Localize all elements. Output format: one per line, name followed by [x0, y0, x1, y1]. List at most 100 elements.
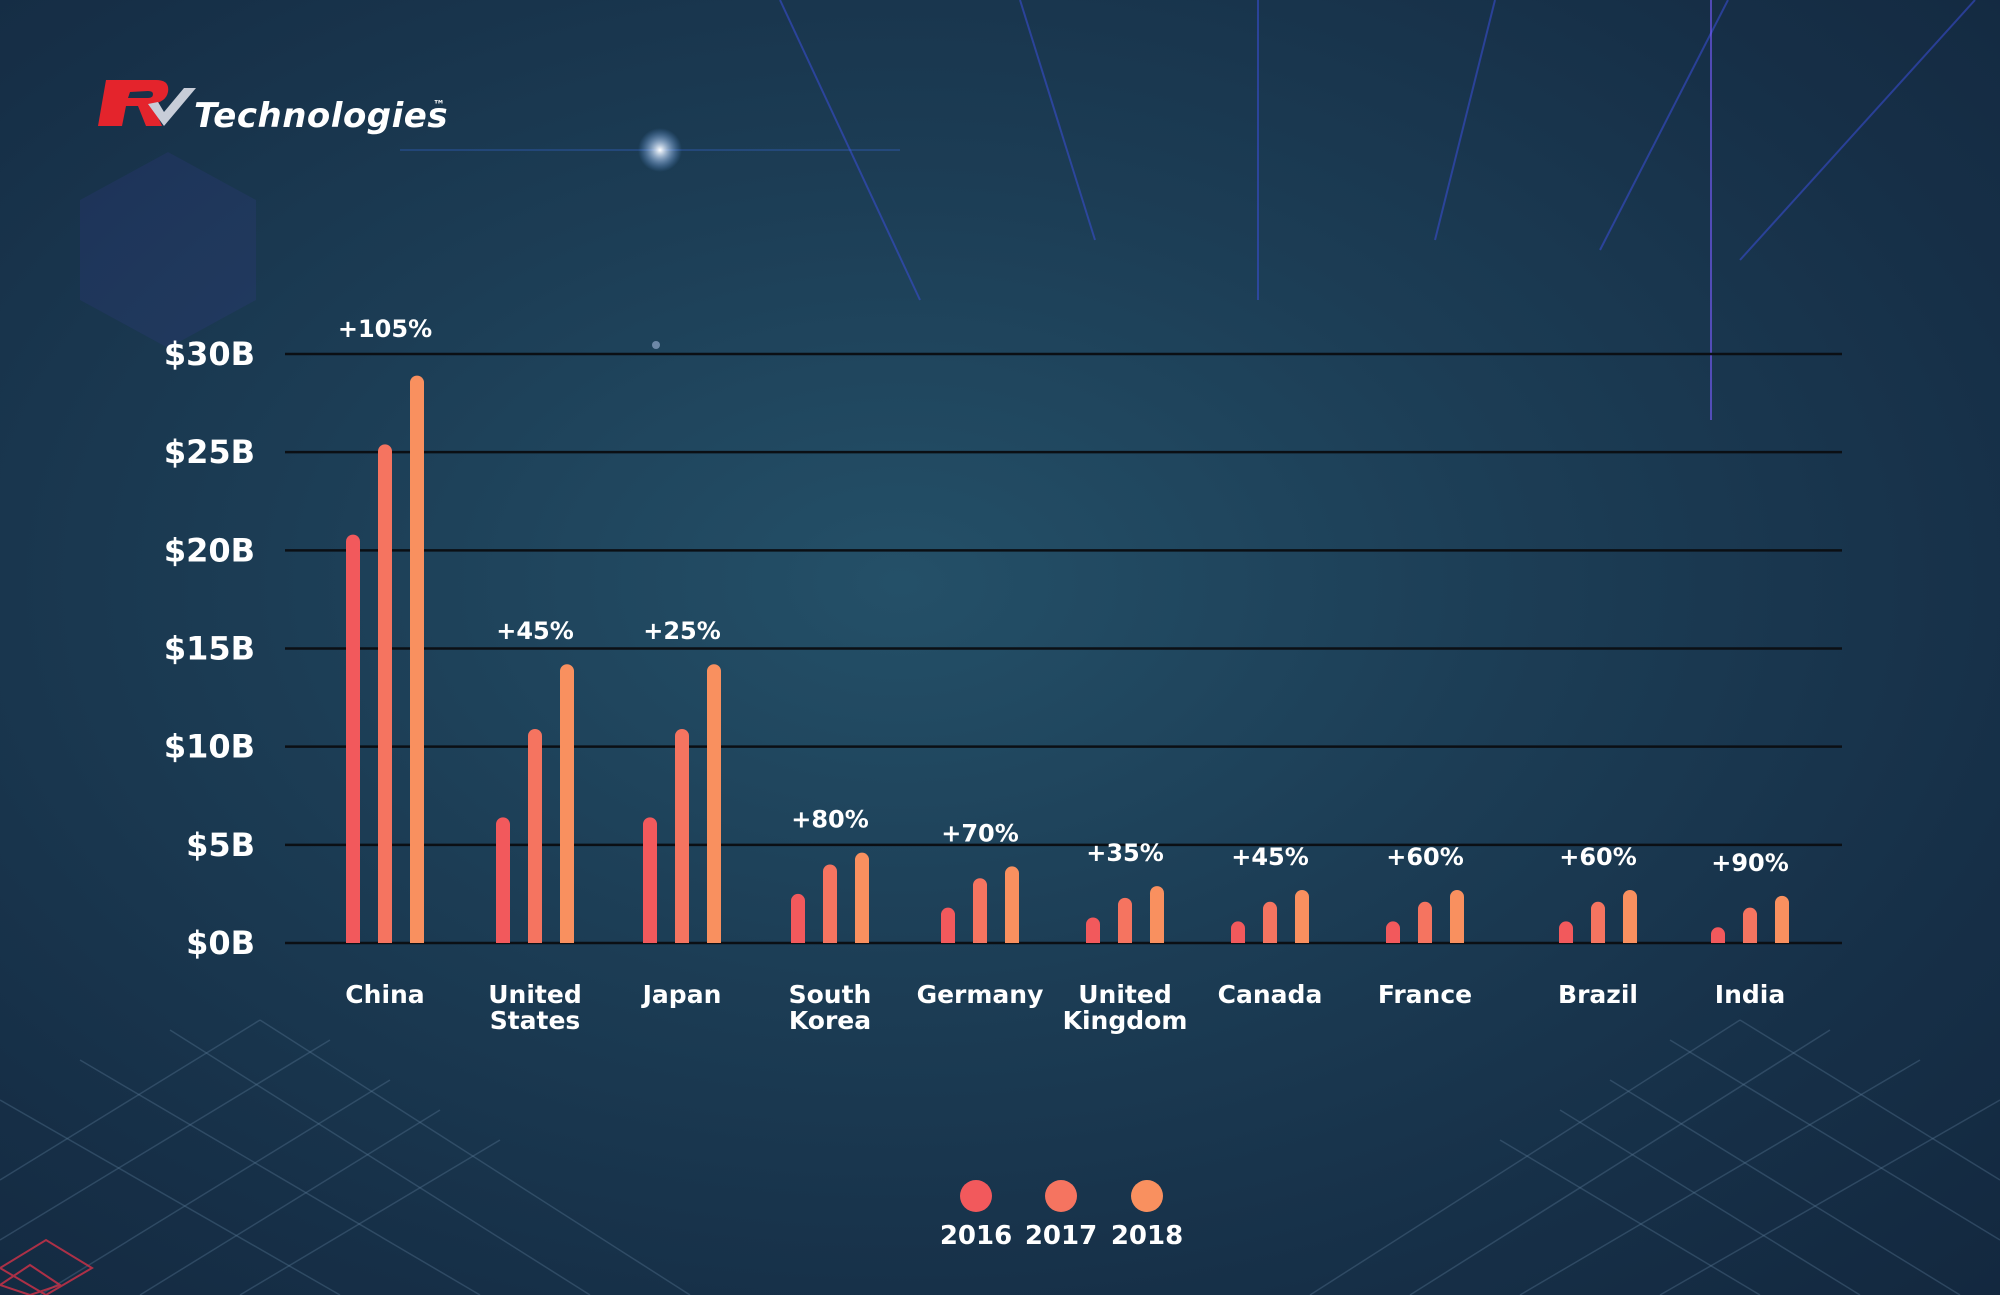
- bar-2016: [346, 534, 360, 943]
- bar-2018: [707, 664, 721, 943]
- category-label: Kingdom: [1063, 1006, 1188, 1035]
- bar-base-2017: [1743, 936, 1757, 943]
- bar-2017: [973, 878, 987, 943]
- bar-2018: [410, 375, 424, 943]
- bar-2018: [560, 664, 574, 943]
- category-label: South: [789, 980, 872, 1009]
- category-label: China: [345, 980, 424, 1009]
- bar-base-2017: [675, 936, 689, 943]
- bar-base-2016: [1086, 936, 1100, 943]
- bar-base-2016: [1231, 936, 1245, 943]
- bar-base-2018: [1005, 936, 1019, 943]
- y-tick-label: $0B: [186, 924, 255, 962]
- growth-label: +25%: [643, 617, 721, 645]
- category-label: Brazil: [1558, 980, 1638, 1009]
- bar-base-2018: [1775, 936, 1789, 943]
- bar-base-2016: [346, 936, 360, 943]
- bar-base-2017: [973, 936, 987, 943]
- category-label: States: [490, 1006, 581, 1035]
- bar-2017: [1118, 897, 1132, 943]
- growth-label: +35%: [1086, 839, 1164, 867]
- bar-2016: [791, 893, 805, 943]
- bar-base-2018: [855, 936, 869, 943]
- category-label: France: [1378, 980, 1472, 1009]
- bar-base-2016: [941, 936, 955, 943]
- bar-base-2018: [410, 936, 424, 943]
- bar-2017: [1263, 901, 1277, 943]
- bar-2017: [1418, 901, 1432, 943]
- bar-2018: [1450, 889, 1464, 943]
- bar-2018: [1005, 866, 1019, 943]
- growth-label: +105%: [338, 315, 432, 343]
- legend-swatch-2017: [1045, 1180, 1077, 1212]
- brand-logo: Technologies ™: [98, 74, 458, 136]
- growth-label: +45%: [496, 617, 574, 645]
- y-axis-ticks: $0B $5B $10B $15B $20B $25B $30B: [164, 335, 255, 962]
- bar-2017: [675, 728, 689, 943]
- logo-mark-icon: [98, 80, 196, 126]
- bar-base-2017: [1263, 936, 1277, 943]
- legend: 2016 2017 2018: [940, 1180, 1183, 1251]
- bar-base-2016: [643, 936, 657, 943]
- brand-name: Technologies: [194, 96, 449, 136]
- legend-swatch-2018: [1131, 1180, 1163, 1212]
- bar-base-2017: [1118, 936, 1132, 943]
- growth-label: +90%: [1711, 849, 1789, 877]
- bar-2017: [1743, 907, 1757, 943]
- bar-base-2016: [1386, 936, 1400, 943]
- category-label: Japan: [641, 980, 722, 1009]
- bar-2018: [1295, 889, 1309, 943]
- bar-base-2017: [378, 936, 392, 943]
- bar-base-2016: [1559, 936, 1573, 943]
- legend-label: 2017: [1025, 1221, 1097, 1251]
- bar-2016: [643, 817, 657, 943]
- y-tick-label: $25B: [164, 433, 255, 471]
- category-label: Germany: [917, 980, 1044, 1009]
- bar-2017: [823, 864, 837, 943]
- legend-label: 2016: [940, 1221, 1012, 1251]
- category-label: India: [1715, 980, 1785, 1009]
- bars: [346, 375, 1789, 943]
- y-tick-label: $10B: [164, 728, 255, 766]
- bar-base-2018: [1295, 936, 1309, 943]
- bar-2016: [496, 817, 510, 943]
- trademark-symbol: ™: [433, 98, 445, 112]
- bar-base-2017: [823, 936, 837, 943]
- bar-base-2018: [1150, 936, 1164, 943]
- category-label: United: [488, 980, 581, 1009]
- y-tick-label: $30B: [164, 335, 255, 373]
- bar-base-2018: [560, 936, 574, 943]
- bar-base-2018: [707, 936, 721, 943]
- y-tick-label: $15B: [164, 630, 255, 668]
- category-label: Korea: [789, 1006, 871, 1035]
- growth-label: +60%: [1559, 843, 1637, 871]
- bar-2018: [855, 852, 869, 943]
- growth-label: +70%: [941, 819, 1019, 847]
- bar-2018: [1150, 886, 1164, 943]
- bar-base-2017: [1591, 936, 1605, 943]
- bar-2016: [941, 907, 955, 943]
- bar-base-2018: [1623, 936, 1637, 943]
- bar-base-2016: [1711, 936, 1725, 943]
- growth-label: +45%: [1231, 843, 1309, 871]
- y-tick-label: $20B: [164, 531, 255, 569]
- bar-2017: [528, 728, 542, 943]
- bar-2017: [1591, 901, 1605, 943]
- growth-label: +60%: [1386, 843, 1464, 871]
- bar-base-2016: [496, 936, 510, 943]
- bar-base-2017: [528, 936, 542, 943]
- y-tick-label: $5B: [186, 826, 255, 864]
- gridlines: [285, 352, 1842, 945]
- bar-2018: [1775, 895, 1789, 943]
- category-label: United: [1078, 980, 1171, 1009]
- bar-base-2017: [1418, 936, 1432, 943]
- growth-annotations: +105% +45% +25% +80% +70% +35% +45% +60% +60% +90…: [338, 315, 1789, 877]
- legend-swatch-2016: [960, 1180, 992, 1212]
- bar-2017: [378, 444, 392, 943]
- bar-2018: [1623, 889, 1637, 943]
- category-label: Canada: [1218, 980, 1323, 1009]
- legend-label: 2018: [1111, 1221, 1183, 1251]
